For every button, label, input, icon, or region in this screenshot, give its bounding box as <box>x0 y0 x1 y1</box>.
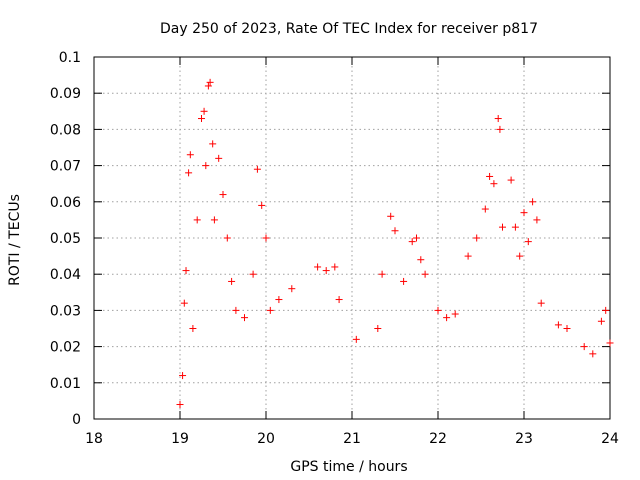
data-point <box>352 335 360 343</box>
data-point <box>241 314 248 322</box>
y-axis-label: ROTI / TECUs <box>7 194 23 286</box>
data-point <box>314 263 322 271</box>
data-point <box>374 325 382 332</box>
data-point <box>533 216 541 224</box>
x-tick-label: 21 <box>343 431 361 447</box>
y-tick-label: 0.05 <box>50 231 81 247</box>
data-point <box>494 115 502 123</box>
data-point <box>275 296 283 304</box>
x-tick-label: 24 <box>601 431 619 447</box>
data-point <box>473 234 481 242</box>
data-point <box>524 238 532 246</box>
data-point <box>400 277 408 285</box>
data-point <box>563 325 571 332</box>
data-point <box>228 277 236 285</box>
data-point <box>209 140 217 148</box>
data-point <box>507 176 515 184</box>
data-point <box>387 212 395 220</box>
data-point <box>179 372 187 380</box>
y-tick-label: 0 <box>72 412 81 428</box>
data-point <box>597 317 605 325</box>
data-point <box>182 267 190 275</box>
data-point <box>413 234 420 242</box>
data-point <box>189 325 197 332</box>
data-point <box>490 180 498 188</box>
data-point <box>215 154 223 162</box>
data-point <box>529 198 537 206</box>
data-point <box>335 296 343 304</box>
data-point <box>253 165 261 173</box>
data-point <box>180 299 188 307</box>
data-points <box>176 78 614 409</box>
data-point <box>486 172 494 180</box>
data-point <box>481 205 489 213</box>
data-point <box>537 299 545 307</box>
data-point <box>204 82 212 90</box>
data-point <box>417 256 425 264</box>
data-point <box>176 401 184 409</box>
chart-title: Day 250 of 2023, Rate Of TEC Index for r… <box>160 21 538 37</box>
y-tick-label: 0.08 <box>50 122 81 138</box>
data-point <box>186 151 194 159</box>
data-point <box>331 263 339 271</box>
data-point <box>602 306 610 314</box>
data-point <box>262 234 270 242</box>
data-point <box>322 267 330 275</box>
y-tick-label: 0.09 <box>50 86 81 102</box>
data-point <box>185 169 193 177</box>
data-point <box>258 201 266 209</box>
y-tick-label: 0.03 <box>50 303 81 319</box>
data-point <box>443 314 451 322</box>
data-point <box>210 216 218 224</box>
data-point <box>499 223 506 231</box>
plot-frame <box>93 56 611 420</box>
x-tick-label: 20 <box>257 431 275 447</box>
x-tick-label: 23 <box>515 431 533 447</box>
x-tick-label: 18 <box>85 431 103 447</box>
data-point <box>266 306 274 314</box>
data-point <box>520 209 528 217</box>
y-tick-label: 0.04 <box>50 267 81 283</box>
data-point <box>288 285 296 293</box>
y-tick-label: 0.02 <box>50 340 81 356</box>
y-tick-label: 0.06 <box>50 195 81 211</box>
data-point <box>434 306 442 314</box>
data-point <box>249 270 257 278</box>
x-axis-label: GPS time / hours <box>290 459 407 475</box>
data-point <box>606 339 614 347</box>
data-point <box>378 270 386 278</box>
data-point <box>516 252 524 260</box>
y-tick-label: 0.07 <box>50 159 81 175</box>
x-tick-label: 22 <box>429 431 447 447</box>
data-point <box>206 78 214 86</box>
data-point <box>391 227 399 235</box>
data-point <box>421 270 429 278</box>
axes: 0 0.01 0.02 0.03 0.04 0.05 0.06 0.07 0.08 0.09 0.1… <box>50 50 619 447</box>
data-point <box>589 350 597 358</box>
data-point <box>554 321 562 329</box>
data-point <box>202 162 210 170</box>
data-point <box>408 238 416 246</box>
data-point <box>511 223 519 231</box>
data-point <box>223 234 231 242</box>
data-point <box>198 115 205 123</box>
data-point <box>496 125 504 133</box>
data-point <box>464 252 472 260</box>
data-point <box>232 306 240 314</box>
data-point <box>580 343 588 351</box>
y-tick-label: 0.1 <box>59 50 81 66</box>
data-point <box>451 310 459 318</box>
data-point <box>193 216 201 224</box>
data-point <box>219 191 227 199</box>
data-point <box>200 107 208 115</box>
x-tick-label: 19 <box>171 431 189 447</box>
grid-lines <box>94 57 610 419</box>
y-tick-label: 0.01 <box>50 376 81 392</box>
